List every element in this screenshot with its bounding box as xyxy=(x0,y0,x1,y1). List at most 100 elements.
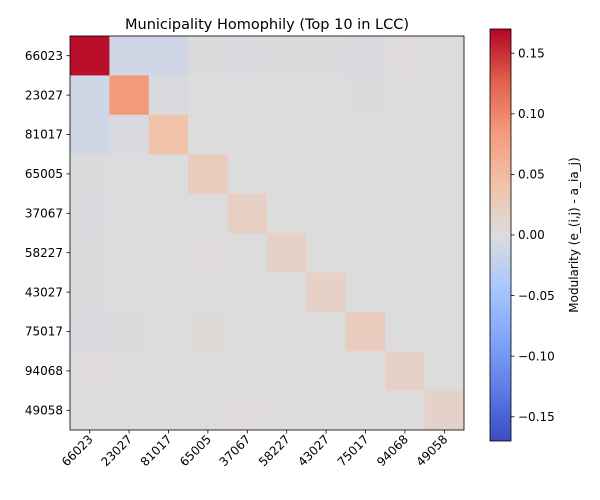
heatmap-cell xyxy=(188,154,228,194)
heatmap-cell xyxy=(70,114,110,155)
heatmap-cell xyxy=(188,351,228,391)
y-tick-label: 65005 xyxy=(25,167,63,181)
heatmap-cell xyxy=(188,36,228,76)
x-tick-label: 75017 xyxy=(335,432,372,469)
heatmap-cell xyxy=(227,75,268,116)
y-tick-label: 75017 xyxy=(25,325,63,339)
heatmap-cell xyxy=(385,36,425,76)
heatmap-cell xyxy=(148,233,189,273)
heatmap-cell xyxy=(109,390,150,431)
heatmap-cell xyxy=(306,233,347,273)
colorbar-tick-label: 0.10 xyxy=(518,107,545,121)
heatmap-cell xyxy=(424,154,465,194)
colorbar-tick-label: 0.05 xyxy=(518,168,545,182)
y-tick-label: 58227 xyxy=(25,246,63,260)
heatmap-cells xyxy=(70,36,465,431)
heatmap-cell xyxy=(345,272,386,313)
x-tick-label: 43027 xyxy=(295,432,332,469)
x-tick-label: 81017 xyxy=(138,432,175,469)
heatmap-cell xyxy=(148,272,189,313)
heatmap-cell xyxy=(345,75,386,116)
heatmap-cell xyxy=(345,193,386,234)
heatmap-cell xyxy=(345,36,386,76)
heatmap-cell xyxy=(227,36,268,76)
chart-title: Municipality Homophily (Top 10 in LCC) xyxy=(125,17,409,33)
x-tick-label: 94068 xyxy=(374,432,411,469)
heatmap-cell xyxy=(345,311,386,352)
heatmap-cell xyxy=(306,193,347,234)
heatmap-cell xyxy=(267,36,307,76)
x-tick-label: 65005 xyxy=(177,432,214,469)
heatmap-cell xyxy=(345,351,386,391)
heatmap-cell xyxy=(424,75,465,116)
heatmap-cell xyxy=(109,154,150,194)
y-tick-label: 23027 xyxy=(25,88,63,102)
heatmap-cell xyxy=(70,193,110,234)
heatmap-cell xyxy=(148,351,189,391)
heatmap-cell xyxy=(345,154,386,194)
heatmap-cell xyxy=(385,351,425,391)
y-tick-label: 37067 xyxy=(25,207,63,221)
heatmap-cell xyxy=(148,193,189,234)
heatmap-cell xyxy=(109,351,150,391)
heatmap-cell xyxy=(227,311,268,352)
heatmap-cell xyxy=(267,154,307,194)
heatmap-cell xyxy=(424,114,465,155)
heatmap-cell xyxy=(188,193,228,234)
x-tick-label: 49058 xyxy=(414,432,451,469)
heatmap-cell xyxy=(345,114,386,155)
heatmap-cell xyxy=(109,311,150,352)
heatmap-cell xyxy=(385,233,425,273)
x-tick-label: 66023 xyxy=(59,432,96,469)
heatmap-cell xyxy=(148,390,189,431)
heatmap-cell xyxy=(424,390,465,431)
heatmap-cell xyxy=(109,114,150,155)
heatmap-cell xyxy=(188,75,228,116)
heatmap-cell xyxy=(306,154,347,194)
plot-frame xyxy=(69,35,465,431)
colorbar-tick-label: −0.05 xyxy=(518,289,555,303)
heatmap-cell xyxy=(424,193,465,234)
heatmap-cell xyxy=(306,390,347,431)
heatmap-cell xyxy=(267,75,307,116)
y-axis: 66023 23027 81017 65005 37067 58227 43027 75017… xyxy=(25,49,70,418)
heatmap-cell xyxy=(424,311,465,352)
heatmap-cell xyxy=(385,311,425,352)
heatmap-cell xyxy=(70,351,110,391)
heatmap-cell xyxy=(424,233,465,273)
heatmap-cell xyxy=(267,311,307,352)
heatmap-cell xyxy=(306,272,347,313)
heatmap-cell xyxy=(70,311,110,352)
colorbar-axis: 0.15 0.10 0.05 0.00 −0.05 −0.10 −0.15 xyxy=(511,46,555,424)
heatmap-cell xyxy=(385,154,425,194)
heatmap-cell xyxy=(148,36,189,76)
y-tick-label: 43027 xyxy=(25,285,63,299)
colorbar-tick-label: 0.15 xyxy=(518,46,545,60)
heatmap-cell xyxy=(188,272,228,313)
heatmap-cell xyxy=(267,114,307,155)
heatmap-cell xyxy=(424,351,465,391)
heatmap-cell xyxy=(267,233,307,273)
heatmap-cell xyxy=(109,272,150,313)
colorbar-tick-label: −0.10 xyxy=(518,349,555,363)
heatmap-cell xyxy=(306,36,347,76)
heatmap-cell xyxy=(70,36,110,76)
heatmap-cell xyxy=(345,233,386,273)
heatmap-cell xyxy=(306,311,347,352)
colorbar-tick-label: −0.15 xyxy=(518,410,555,424)
y-tick-label: 49058 xyxy=(25,404,63,418)
y-tick-label: 94068 xyxy=(25,364,63,378)
heatmap-cell xyxy=(70,154,110,194)
x-axis: 66023 23027 81017 65005 37067 58227 43027 75017… xyxy=(59,430,451,469)
heatmap-cell xyxy=(227,233,268,273)
heatmap-cell xyxy=(227,154,268,194)
heatmap-cell xyxy=(70,390,110,431)
heatmap-cell xyxy=(227,390,268,431)
heatmap-cell xyxy=(267,351,307,391)
heatmap-cell xyxy=(267,193,307,234)
heatmap-cell xyxy=(385,75,425,116)
heatmap-cell xyxy=(267,390,307,431)
heatmap-cell xyxy=(70,75,110,116)
x-tick-label: 37067 xyxy=(217,432,254,469)
